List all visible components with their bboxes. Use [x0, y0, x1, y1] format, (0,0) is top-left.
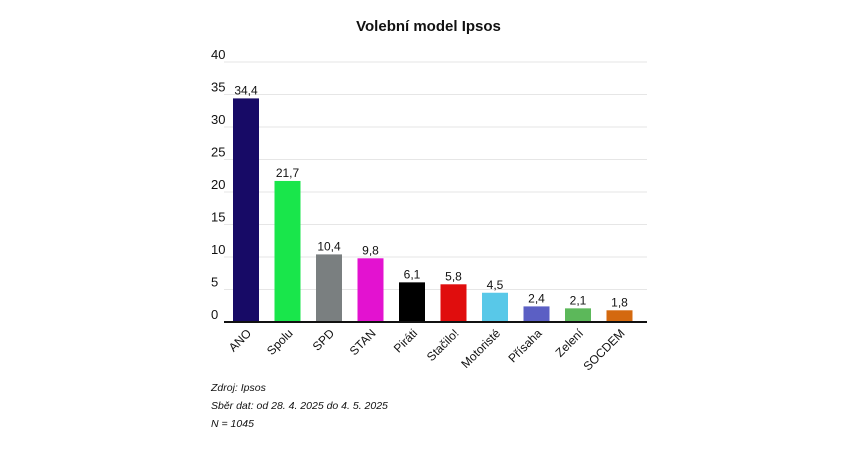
- x-tick-label: SPD: [310, 326, 338, 354]
- x-tick-label: Motoristé: [458, 326, 503, 371]
- x-tick-label: STAN: [347, 326, 379, 358]
- bar-spd: [316, 254, 342, 322]
- bar-stačilo!: [440, 284, 467, 322]
- y-tick-label: 0: [211, 307, 218, 322]
- x-tick-label: Stačilo!: [424, 326, 462, 364]
- x-tick-label: Přísaha: [505, 326, 544, 365]
- value-label: 34,4: [234, 83, 258, 97]
- value-label: 4,5: [487, 278, 504, 292]
- bar-zelení: [565, 308, 591, 322]
- y-tick-label: 40: [211, 47, 225, 62]
- value-label: 5,8: [445, 269, 462, 283]
- bar-přísaha: [523, 306, 550, 322]
- y-tick-label: 25: [211, 145, 225, 160]
- collection-period-note: Sběr dat: od 28. 4. 2025 do 4. 5. 2025: [211, 400, 388, 412]
- value-label: 2,4: [528, 291, 545, 305]
- y-tick-label: 20: [211, 177, 225, 192]
- source-note: Zdroj: Ipsos: [211, 382, 266, 394]
- y-tick-label: 5: [211, 275, 218, 290]
- chart-title: Volební model Ipsos: [356, 18, 501, 35]
- value-label: 10,4: [317, 239, 341, 253]
- y-tick-label: 10: [211, 242, 225, 257]
- x-tick-label: Zelení: [553, 326, 587, 360]
- x-tick-label: Spolu: [264, 326, 296, 358]
- x-tick-label: ANO: [226, 326, 254, 354]
- y-tick-label: 30: [211, 112, 225, 127]
- bar-ano: [233, 98, 259, 323]
- bar-piráti: [399, 282, 425, 322]
- x-tick-label: SOCDEM: [580, 326, 627, 373]
- x-tick-label: Piráti: [391, 326, 420, 355]
- y-tick-label: 15: [211, 210, 225, 225]
- sample-size-note: N = 1045: [211, 418, 254, 430]
- value-labels: 34,4 21,7 10,4 9,8 6,1 5,8 4,5 2,4 2,1 1,8: [234, 83, 628, 309]
- bar-motoristé: [482, 292, 508, 322]
- bars: [233, 98, 633, 323]
- bar-spolu: [274, 180, 301, 322]
- gridlines: [224, 61, 647, 290]
- value-label: 1,8: [611, 295, 628, 309]
- bar-stan: [357, 258, 384, 322]
- bar-socdem: [606, 310, 633, 322]
- y-axis-ticks: 0 5 10 15 20 25 30 35 40: [211, 47, 225, 322]
- x-axis-ticks: ANO Spolu SPD STAN Piráti Stačilo!Motoristé Př…: [226, 326, 628, 374]
- value-label: 21,7: [276, 166, 300, 180]
- value-label: 2,1: [570, 293, 587, 307]
- y-tick-label: 35: [211, 80, 225, 95]
- value-label: 9,8: [362, 243, 379, 257]
- value-label: 6,1: [404, 267, 421, 281]
